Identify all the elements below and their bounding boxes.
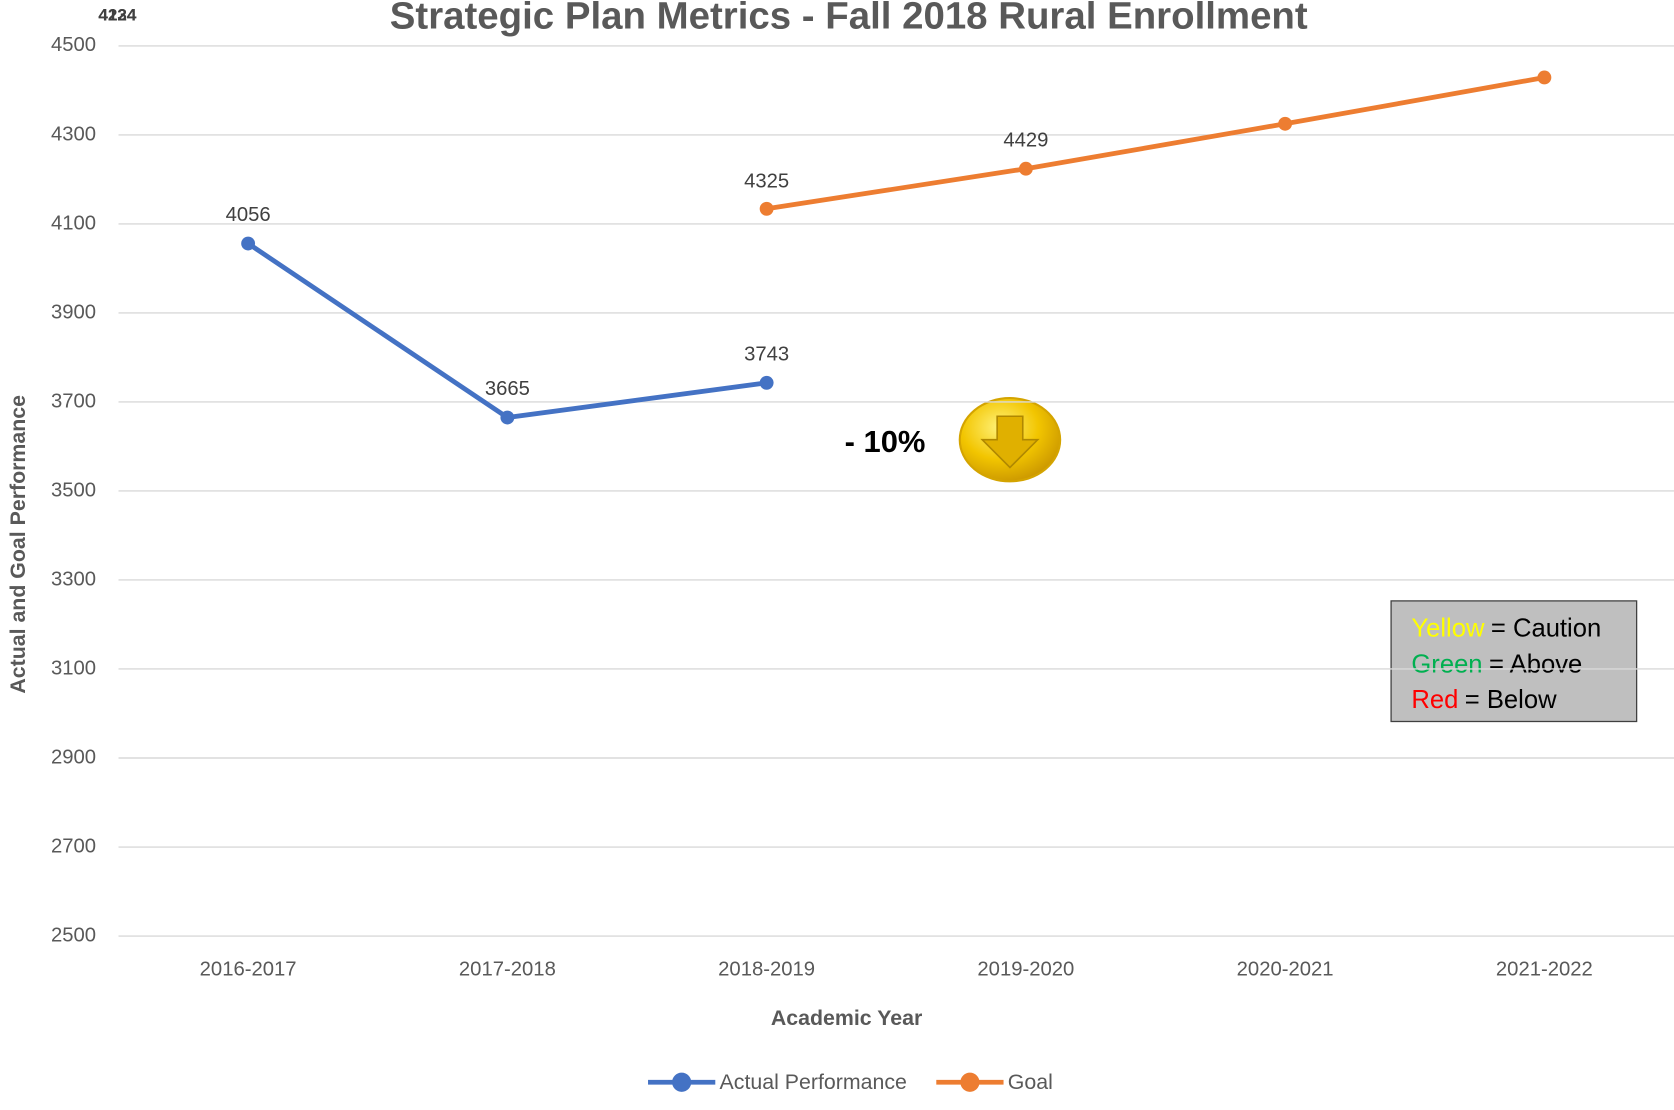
key-text: = Caution (1491, 614, 1601, 642)
annotation: 4429 (1003, 129, 1048, 151)
annotation: - 10% (845, 424, 926, 459)
key-word: Red (1411, 686, 1458, 714)
y-tick-label: 4300 (51, 123, 96, 145)
x-tick-label: 2019-2020 (977, 959, 1074, 981)
data-point (759, 375, 774, 390)
x-tick-label: 2017-2018 (459, 959, 556, 981)
trend-icon (958, 397, 1062, 483)
y-tick-label: 3900 (51, 301, 96, 323)
data-point (759, 201, 774, 216)
key-word: Green (1411, 650, 1482, 678)
key-entry: Yellow = Caution (1411, 614, 1601, 642)
legend-marker (672, 1072, 692, 1092)
data-point (241, 236, 256, 251)
series-line (766, 75, 1545, 212)
y-tick-label: 3700 (51, 390, 96, 412)
y-tick-label: 3500 (51, 479, 96, 501)
data-label: 4056 (226, 204, 271, 226)
legend-label: Actual Performance (720, 1070, 907, 1094)
status-key: Yellow = Caution Green = Above Red = Below (1390, 600, 1638, 723)
y-tick-label: 2700 (51, 835, 96, 857)
key-entry: Green = Above (1411, 650, 1582, 678)
data-label: 3743 (744, 343, 789, 365)
data-label: 3665 (485, 378, 530, 400)
chart-title: Strategic Plan Metrics - Fall 2018 Rural… (390, 0, 1308, 37)
annotation: 4134 (98, 6, 136, 25)
annotation: 4325 (744, 170, 789, 192)
data-point (1018, 161, 1033, 176)
data-point (1537, 70, 1552, 85)
key-text: = Above (1489, 650, 1582, 678)
y-tick-label: 4500 (51, 34, 96, 56)
data-point (1278, 116, 1293, 131)
y-tick-label: 2500 (51, 924, 96, 946)
y-tick-label: 2900 (51, 746, 96, 768)
y-axis-title: Actual and Goal Performance (6, 395, 30, 694)
x-tick-label: 2021-2022 (1496, 959, 1593, 981)
key-text: = Below (1465, 686, 1557, 714)
x-tick-label: 2018-2019 (718, 959, 815, 981)
data-point (500, 410, 515, 425)
y-tick-label: 4100 (51, 212, 96, 234)
legend-marker (960, 1072, 980, 1092)
x-axis-title: Academic Year (771, 1006, 922, 1030)
key-word: Yellow (1411, 614, 1485, 642)
x-tick-label: 2020-2021 (1237, 959, 1334, 981)
annotation: 4224 (98, 6, 136, 25)
legend-label: Goal (1008, 1070, 1053, 1094)
y-tick-label: 3300 (51, 568, 96, 590)
y-tick-label: 3100 (51, 657, 96, 679)
key-entry: Red = Below (1411, 686, 1557, 714)
x-tick-label: 2016-2017 (200, 959, 297, 981)
